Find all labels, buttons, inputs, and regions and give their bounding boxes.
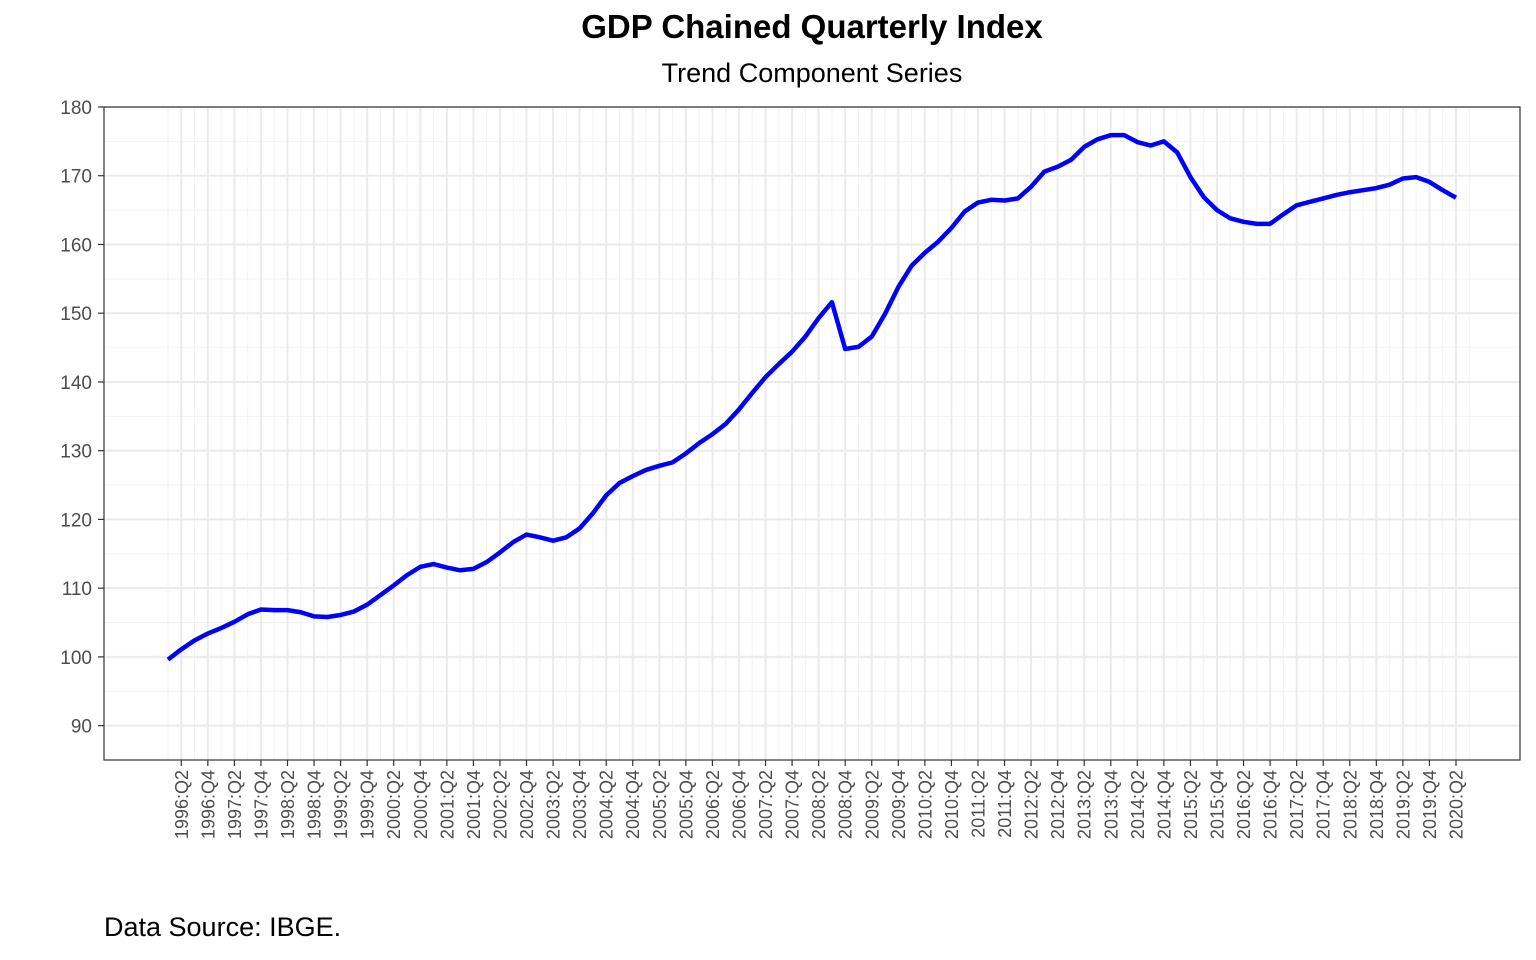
x-tick-label: 2017:Q4 (1314, 770, 1334, 839)
x-tick-label: 2003:Q4 (570, 770, 590, 839)
y-tick-label: 150 (60, 304, 92, 325)
x-tick-label: 2009:Q2 (862, 770, 882, 839)
x-tick-label: 2012:Q2 (1022, 770, 1042, 839)
x-tick-label: 2013:Q2 (1075, 770, 1095, 839)
x-tick-label: 2018:Q2 (1340, 770, 1360, 839)
x-tick-label: 2012:Q4 (1048, 770, 1068, 839)
data-source-caption: Data Source: IBGE. (104, 912, 342, 942)
x-tick-label: 1998:Q2 (278, 770, 298, 839)
x-tick-label: 2005:Q2 (650, 770, 670, 839)
x-tick-label: 2016:Q2 (1234, 770, 1254, 839)
x-tick-label: 2007:Q4 (783, 770, 803, 839)
x-tick-label: 2005:Q4 (676, 770, 696, 839)
x-axis: 1996:Q2 1996:Q4 1997:Q2 1997:Q4 1998:Q2 1998:… (172, 760, 1467, 839)
x-tick-label: 1997:Q2 (225, 770, 245, 839)
x-tick-label: 2015:Q4 (1207, 770, 1227, 839)
gdp-trend-line (166, 132, 1458, 662)
x-tick-label: 2010:Q2 (915, 770, 935, 839)
x-tick-label: 2002:Q4 (517, 770, 537, 839)
x-tick-label: 2014:Q4 (1154, 770, 1174, 839)
y-tick-label: 180 (60, 98, 92, 119)
x-tick-label: 2006:Q4 (729, 770, 749, 839)
x-tick-label: 2000:Q4 (411, 770, 431, 839)
x-tick-label: 2014:Q2 (1128, 770, 1148, 839)
y-tick-label: 170 (60, 167, 92, 188)
x-tick-label: 1998:Q4 (305, 770, 325, 839)
x-tick-label: 2001:Q2 (437, 770, 457, 839)
x-tick-label: 2017:Q2 (1287, 770, 1307, 839)
x-tick-label: 2008:Q4 (836, 770, 856, 839)
major-gridlines (104, 106, 1520, 760)
chart-subtitle: Trend Component Series (661, 58, 963, 88)
x-tick-label: 2020:Q2 (1447, 770, 1467, 839)
x-tick-label: 1996:Q2 (172, 770, 192, 839)
x-tick-label: 2003:Q2 (544, 770, 564, 839)
x-tick-label: 2004:Q4 (623, 770, 643, 839)
x-tick-label: 2015:Q2 (1181, 770, 1201, 839)
x-tick-label: 2001:Q4 (464, 770, 484, 839)
minor-gridlines (104, 107, 1520, 761)
x-tick-label: 2000:Q2 (384, 770, 404, 839)
y-tick-label: 110 (62, 579, 92, 600)
x-tick-label: 2009:Q4 (889, 770, 909, 839)
y-tick-label: 90 (71, 717, 92, 738)
x-tick-label: 1999:Q2 (331, 770, 351, 839)
x-tick-label: 1999:Q4 (358, 770, 378, 839)
x-tick-label: 2019:Q2 (1393, 770, 1413, 839)
chart-title: GDP Chained Quarterly Index (581, 8, 1043, 45)
y-tick-label: 130 (60, 442, 92, 463)
x-tick-label: 2002:Q2 (490, 770, 510, 839)
x-tick-label: 2006:Q2 (703, 770, 723, 839)
x-tick-label: 2019:Q4 (1420, 770, 1440, 839)
plot-panel-border (103, 106, 1521, 761)
series-layer (166, 132, 1458, 662)
y-tick-label: 120 (60, 510, 92, 531)
x-tick-label: 2008:Q2 (809, 770, 829, 839)
y-tick-label: 140 (60, 373, 92, 394)
x-tick-label: 2004:Q2 (597, 770, 617, 839)
x-tick-label: 2011:Q4 (995, 770, 1015, 838)
x-tick-label: 2018:Q4 (1367, 770, 1387, 839)
x-tick-label: 2016:Q4 (1261, 770, 1281, 839)
x-tick-label: 2011:Q2 (968, 770, 988, 838)
x-tick-label: 2007:Q2 (756, 770, 776, 839)
x-tick-label: 1996:Q4 (198, 770, 218, 839)
x-tick-label: 2013:Q4 (1101, 770, 1121, 839)
x-tick-label: 2010:Q4 (942, 770, 962, 839)
y-tick-label: 100 (60, 648, 92, 669)
x-tick-label: 1997:Q4 (251, 770, 271, 839)
y-axis: 90 100 110 120 130 140 150 160 170 180 (60, 98, 104, 738)
y-tick-label: 160 (60, 235, 92, 256)
